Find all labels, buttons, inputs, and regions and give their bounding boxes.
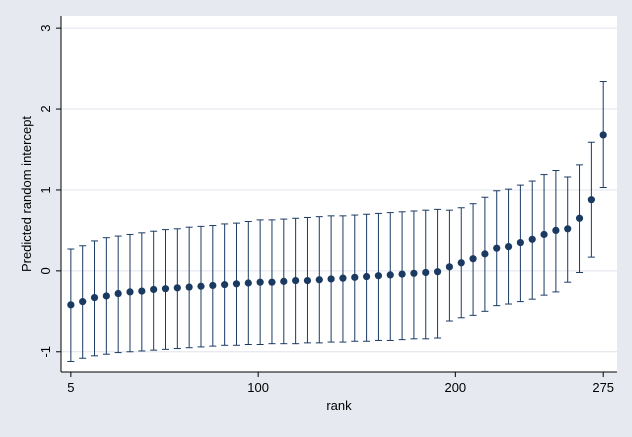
data-point xyxy=(303,276,312,285)
data-point xyxy=(232,280,241,288)
data-point xyxy=(469,255,477,263)
data-point xyxy=(493,244,501,252)
data-point xyxy=(351,273,359,281)
data-point xyxy=(315,276,323,284)
x-tick-label: 5 xyxy=(67,380,74,395)
data-point xyxy=(327,275,335,283)
data-point xyxy=(126,288,134,296)
data-point xyxy=(268,278,276,286)
x-tick-label: 200 xyxy=(444,380,466,395)
y-tick-label: 3 xyxy=(38,25,53,32)
data-point xyxy=(516,238,524,247)
x-axis-ticks: 5 100 200 275 xyxy=(67,372,614,395)
data-point xyxy=(138,287,146,295)
data-point xyxy=(386,271,394,279)
y-axis-ticks: -1 0 1 2 3 xyxy=(38,25,61,358)
data-point xyxy=(374,272,383,280)
data-point xyxy=(67,301,75,309)
data-point xyxy=(280,277,288,285)
data-point xyxy=(363,272,371,281)
data-point xyxy=(587,196,595,204)
data-point xyxy=(90,293,99,302)
data-point xyxy=(150,285,158,294)
data-point xyxy=(339,274,347,282)
data-point xyxy=(209,281,217,290)
data-point xyxy=(221,281,229,289)
data-point xyxy=(292,276,300,285)
data-point xyxy=(422,268,430,277)
data-point xyxy=(457,259,465,267)
data-point xyxy=(433,268,442,276)
data-point xyxy=(552,226,560,235)
data-point xyxy=(504,242,513,251)
data-point xyxy=(256,278,264,286)
data-point xyxy=(481,250,489,258)
data-point xyxy=(244,279,252,287)
data-point xyxy=(114,289,122,298)
y-tick-label: 2 xyxy=(38,105,53,112)
data-point xyxy=(575,214,584,222)
data-point xyxy=(173,284,181,292)
y-axis-title: Predicted random intercept xyxy=(19,116,34,272)
data-point xyxy=(528,235,536,243)
x-tick-label: 275 xyxy=(592,380,614,395)
data-point xyxy=(410,269,418,277)
x-axis-title: rank xyxy=(326,398,352,413)
data-point xyxy=(599,131,607,139)
x-tick-label: 100 xyxy=(247,380,269,395)
data-point xyxy=(161,285,170,293)
y-tick-label: -1 xyxy=(38,346,53,358)
data-points xyxy=(67,131,607,309)
y-tick-label: 0 xyxy=(38,267,53,274)
y-tick-label: 1 xyxy=(38,186,53,193)
plot-area xyxy=(61,16,617,372)
data-point xyxy=(197,282,205,290)
data-point xyxy=(102,292,110,300)
data-point xyxy=(445,263,454,271)
data-point xyxy=(398,270,406,278)
data-point xyxy=(540,230,548,239)
data-point xyxy=(564,225,572,233)
data-point xyxy=(79,298,87,306)
data-point xyxy=(185,283,193,291)
